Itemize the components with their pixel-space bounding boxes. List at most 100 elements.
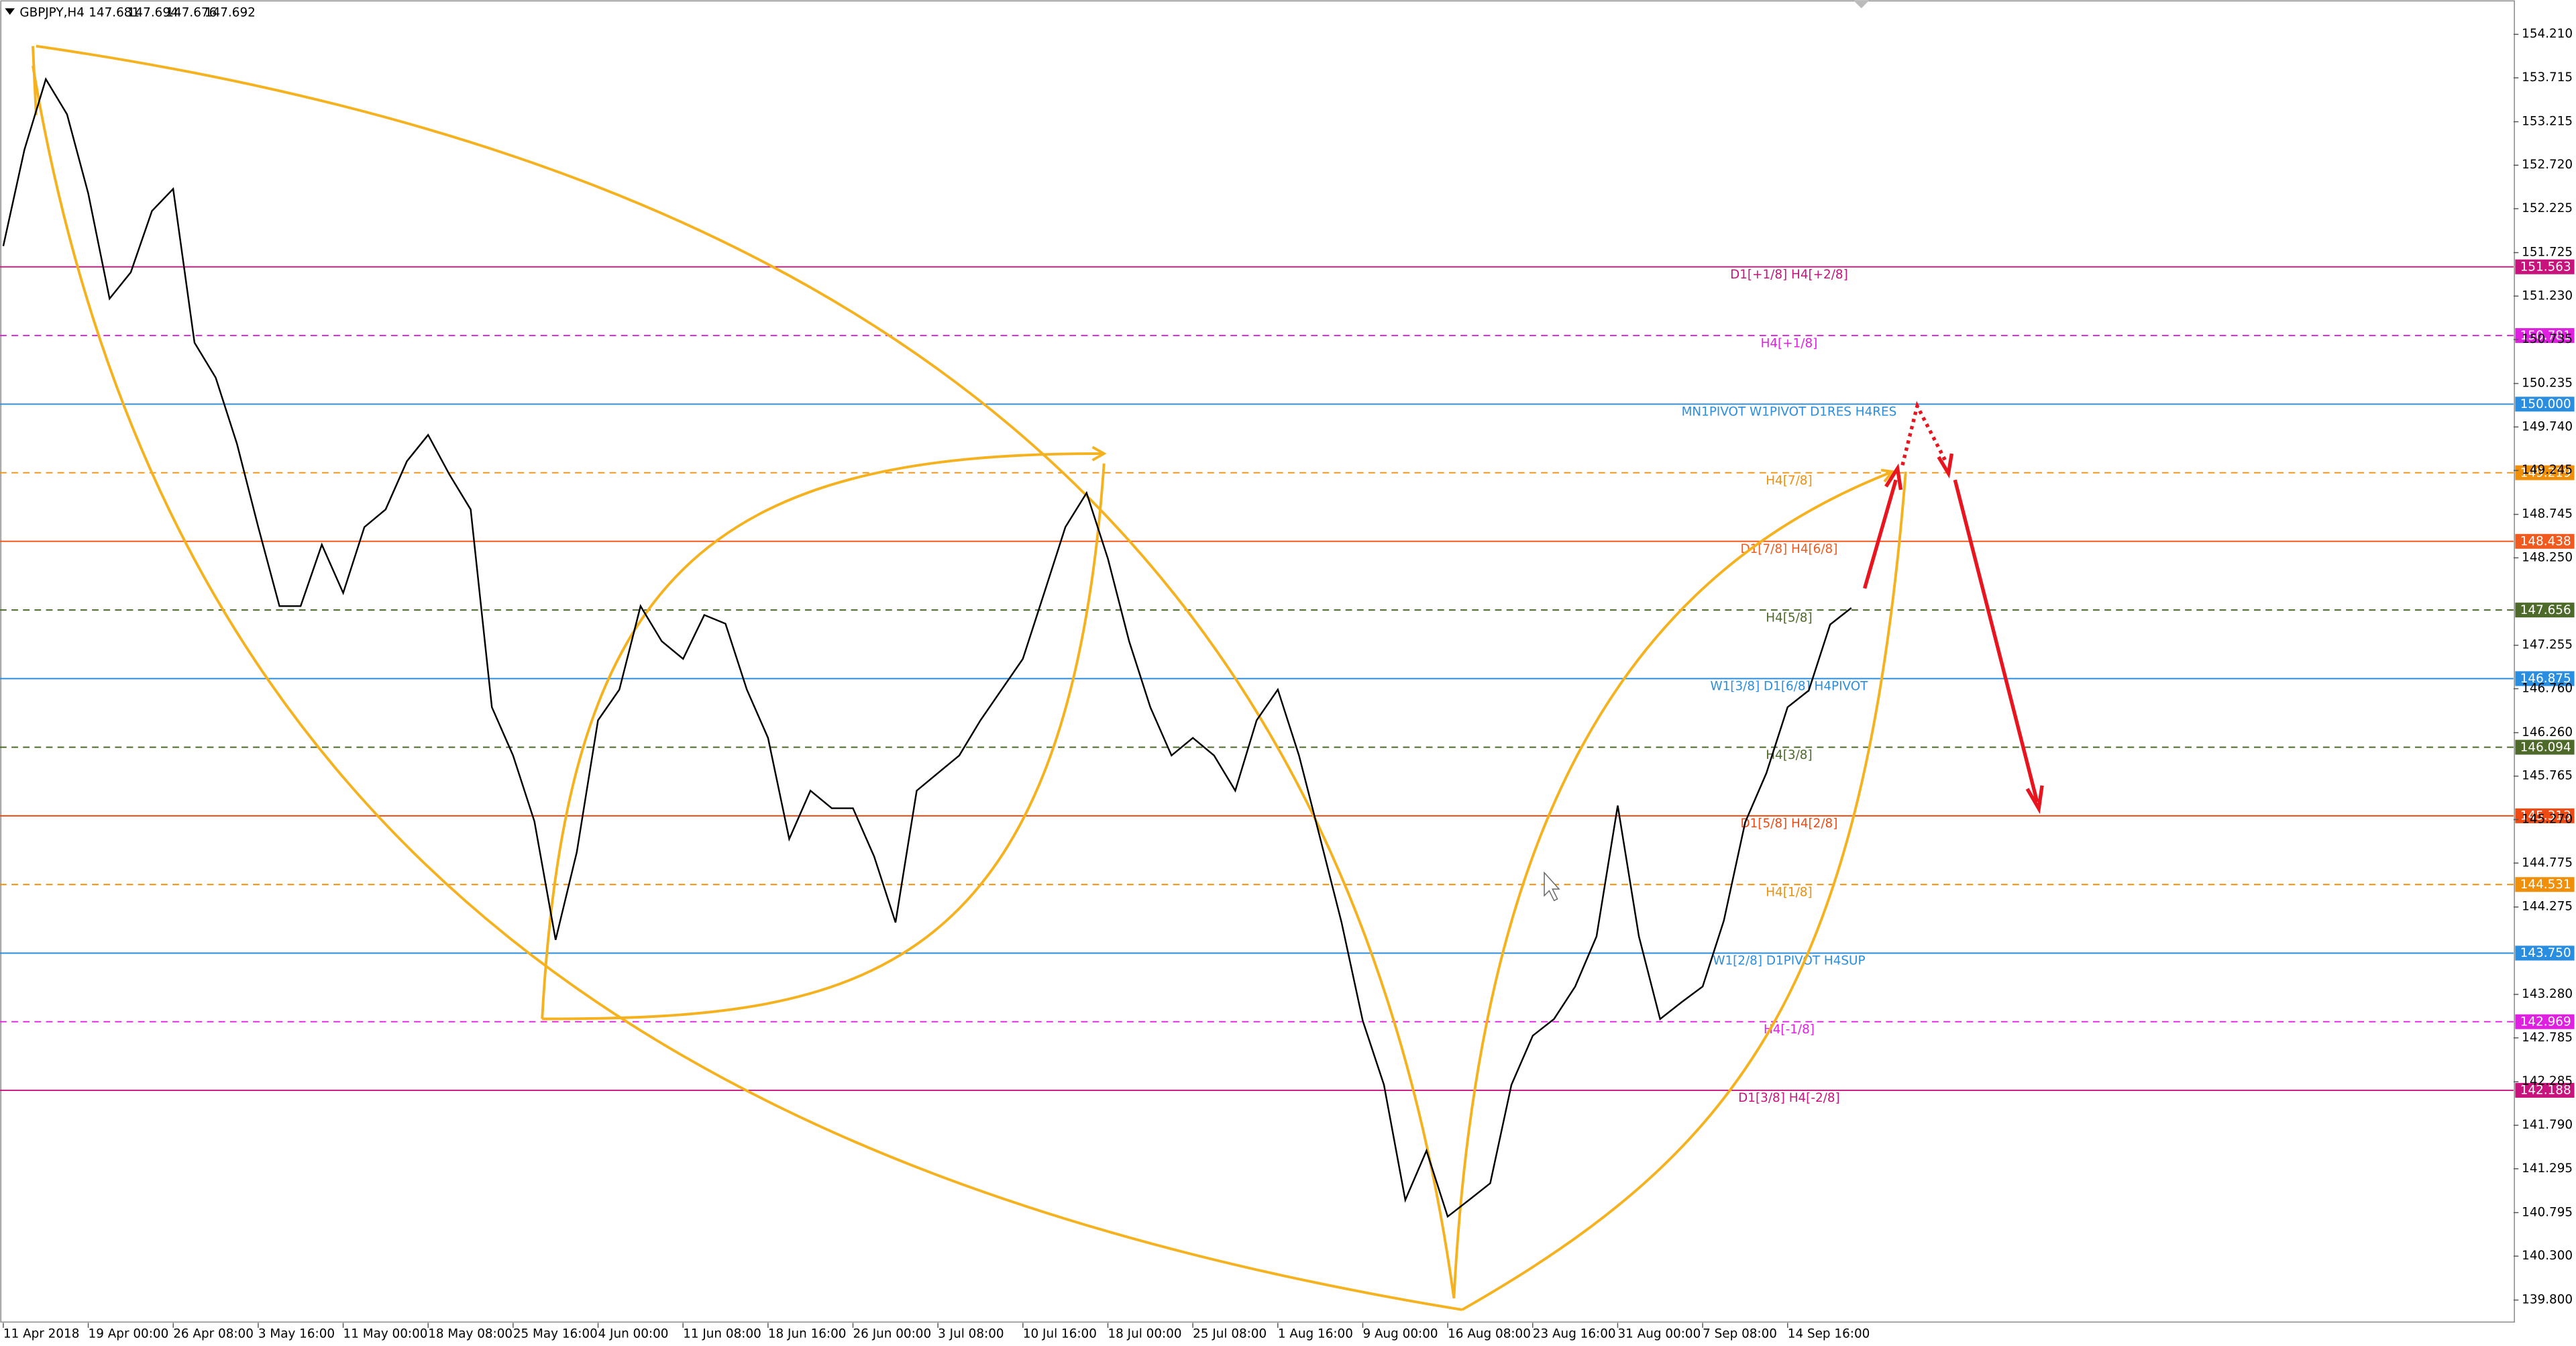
arrow-head: [1884, 463, 1903, 490]
x-tick-label: 3 Jul 08:00: [938, 1327, 1004, 1341]
level-label: H4[5/8]: [1766, 611, 1812, 625]
price-tag: [2515, 397, 2575, 412]
price-line: [2, 76, 1852, 1219]
price-tag-label: 143.750: [2520, 946, 2571, 960]
level-label: H4[7/8]: [1766, 474, 1812, 488]
price-tag-label: 150.781: [2520, 329, 2571, 343]
x-tick-label: 9 Aug 00:00: [1362, 1327, 1438, 1341]
price-tag-label: 151.563: [2520, 260, 2571, 274]
y-tick-label: 150.235: [2522, 376, 2573, 391]
price-tag: [2515, 945, 2575, 961]
ohlc-value: 147.694: [127, 6, 178, 20]
price-tag: [2515, 1014, 2575, 1029]
x-tick-label: 26 Apr 08:00: [173, 1327, 254, 1341]
level-label: H4[3/8]: [1766, 748, 1812, 762]
x-tick-label: 16 Aug 08:00: [1448, 1327, 1531, 1341]
arc: [1461, 471, 1907, 1311]
price-tag-label: 148.438: [2520, 535, 2571, 549]
x-tick-label: 19 Apr 00:00: [89, 1327, 169, 1341]
price-tag: [2515, 259, 2575, 274]
price-tag-label: 150.000: [2520, 397, 2571, 411]
price-tag: [2515, 465, 2575, 480]
menu-arrow: [5, 8, 15, 15]
arc: [542, 463, 1106, 1021]
x-tick-label: 14 Sep 16:00: [1788, 1327, 1870, 1341]
arc: [1452, 470, 1893, 1298]
level-label: D1[+1/8] H4[+2/8]: [1730, 268, 1848, 282]
shift-marker: [1853, 0, 1870, 9]
y-tick-label: 147.255: [2522, 638, 2573, 652]
x-tick-label: 11 Jun 08:00: [683, 1327, 761, 1341]
x-tick-label: 25 Jul 08:00: [1193, 1327, 1267, 1341]
x-tick-label: 23 Aug 16:00: [1533, 1327, 1616, 1341]
x-tick-label: 25 May 16:00: [513, 1327, 598, 1341]
price-tag: [2515, 877, 2575, 892]
arc: [36, 44, 1456, 1299]
x-tick-label: 11 May 00:00: [343, 1327, 428, 1341]
mouse-cursor: [1544, 871, 1560, 902]
price-tag-label: 147.656: [2520, 603, 2571, 617]
price-tag-label: 144.531: [2520, 878, 2571, 892]
x-tick-label: 10 Jul 16:00: [1023, 1327, 1097, 1341]
y-tick-label: 148.745: [2522, 507, 2573, 521]
y-tick-label: 144.775: [2522, 856, 2573, 870]
y-tick-label: 154.210: [2522, 27, 2573, 41]
y-tick-label: 149.245: [2522, 463, 2573, 477]
price-tag: [2515, 808, 2575, 823]
price-series: [2, 76, 1852, 1219]
y-tick-label: 144.275: [2522, 900, 2573, 914]
price-tag: [2515, 603, 2575, 618]
level-label: D1[7/8] H4[6/8]: [1740, 542, 1837, 556]
y-axis: 154.210 153.715 153.215 152.720 152.225 151.7…: [2513, 27, 2573, 1307]
price-tag: [2515, 533, 2575, 549]
x-axis: 11 Apr 2018 19 Apr 00:00 26 Apr 08:00 3 May…: [3, 1323, 1870, 1341]
y-tick-label: 151.230: [2522, 289, 2573, 303]
y-tick-label: 145.270: [2522, 812, 2573, 826]
arrow: [1953, 479, 2039, 803]
x-tick-label: 26 Jun 00:00: [853, 1327, 932, 1341]
y-tick-label: 146.260: [2522, 725, 2573, 739]
x-tick-label: 4 Jun 00:00: [598, 1327, 669, 1341]
y-tick-label: 153.215: [2522, 114, 2573, 128]
price-tag-label: 142.188: [2520, 1084, 2571, 1098]
price-tag-label: 149.219: [2520, 466, 2571, 480]
levels: D1[+1/8] H4[+2/8] 151.563 H4[+1/8] 150.781 M…: [0, 259, 2575, 1105]
x-tick-label: 7 Sep 08:00: [1703, 1327, 1777, 1341]
level-label: MN1PIVOT W1PIVOT D1RES H4RES: [1682, 405, 1897, 419]
y-tick-label: 153.715: [2522, 70, 2573, 85]
y-tick-label: 145.765: [2522, 769, 2573, 783]
y-tick-label: 143.280: [2522, 987, 2573, 1001]
level-label: W1[3/8] D1[6/8] H4PIVOT: [1710, 680, 1868, 694]
price-tag: [2515, 1082, 2575, 1098]
price-tag-label: 146.094: [2520, 740, 2571, 754]
arc: [32, 65, 1462, 1311]
y-tick-label: 139.800: [2522, 1293, 2573, 1307]
arrow-head: [2025, 785, 2044, 815]
y-tick-label: 140.795: [2522, 1205, 2573, 1219]
y-tick-label: 142.285: [2522, 1074, 2573, 1088]
x-tick-label: 31 Aug 00:00: [1617, 1327, 1701, 1341]
price-tag: [2515, 671, 2575, 686]
arrow-head: [1937, 453, 1954, 479]
x-tick-label: 18 Jul 00:00: [1108, 1327, 1181, 1341]
arrow: [1900, 401, 1949, 466]
y-tick-label: 148.250: [2522, 550, 2573, 564]
ohlc-value: 147.692: [205, 6, 256, 20]
y-tick-label: 152.720: [2522, 158, 2573, 172]
y-tick-label: 142.785: [2522, 1031, 2573, 1045]
price-tag: [2515, 328, 2575, 344]
arc: [541, 452, 1104, 1019]
x-tick-label: 1 Aug 16:00: [1278, 1327, 1353, 1341]
forecast-arrows: [1863, 401, 2044, 815]
x-tick-label: 11 Apr 2018: [3, 1327, 80, 1341]
price-tag-label: 145.313: [2520, 809, 2571, 823]
y-tick-label: 141.295: [2522, 1161, 2573, 1176]
y-tick-label: 152.225: [2522, 201, 2573, 215]
level-label: D1[3/8] H4[-2/8]: [1738, 1091, 1840, 1105]
drawings: [32, 44, 1907, 1311]
symbol-title: GBPJPY,H4: [19, 6, 85, 20]
plot-frame: [0, 0, 2515, 1323]
level-label: H4[-1/8]: [1764, 1023, 1815, 1037]
arrow: [1863, 479, 1898, 589]
